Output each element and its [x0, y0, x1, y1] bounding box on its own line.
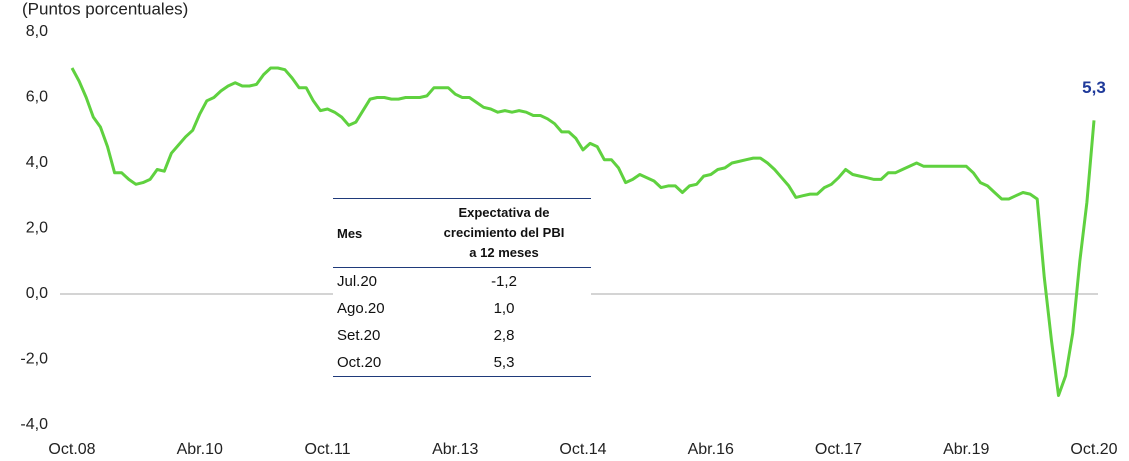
header-cell: Expectativa de crecimiento del PBI a 12 me…	[417, 199, 591, 268]
table-header: Mes Expectativa de crecimiento del PBI a 1…	[333, 198, 591, 268]
table-cell: -1,2	[491, 273, 517, 290]
table-cell: Oct.20	[337, 354, 382, 371]
header-cell: Mes	[337, 225, 363, 241]
x-tick-label: Oct.08	[48, 441, 95, 458]
x-tick-label: Oct.14	[559, 441, 606, 458]
table-row: Jul.20 -1,2	[333, 268, 591, 296]
table-cell: 2,8	[493, 327, 515, 344]
y-tick-label: 0,0	[26, 285, 48, 302]
data-table: Mes Expectativa de crecimiento del PBI a 1…	[333, 198, 591, 377]
chart-subtitle: (Puntos porcentuales)	[22, 0, 188, 18]
table-cell: Jul.20	[337, 273, 378, 290]
y-tick-label: 2,0	[26, 220, 48, 237]
header-line: Expectativa de	[458, 205, 550, 220]
x-tick-label: Oct.17	[815, 441, 862, 458]
table-cell: Ago.20	[337, 300, 385, 317]
annotation: 5,3	[1082, 78, 1106, 97]
x-tick-label: Abr.16	[688, 441, 734, 458]
table-row: Oct.20 5,3	[333, 349, 591, 377]
y-tick-label: 6,0	[26, 89, 48, 106]
table-row: Ago.20 1,0	[333, 295, 591, 322]
table-cell: 5,3	[493, 354, 515, 371]
y-tick-label: -2,0	[20, 351, 48, 368]
table-cell: 1,0	[493, 300, 515, 317]
x-tick-label: Oct.11	[305, 441, 351, 458]
x-tick-label: Abr.19	[943, 441, 989, 458]
x-tick-label: Oct.20	[1070, 441, 1117, 458]
y-tick-label: -4,0	[20, 416, 48, 433]
table-cell: Set.20	[337, 327, 381, 344]
header-line: crecimiento del PBI	[443, 225, 565, 240]
y-tick-label: 8,0	[26, 23, 48, 40]
y-tick-label: 4,0	[26, 154, 48, 171]
x-tick-label: Abr.10	[177, 441, 223, 458]
table-row: Set.20 2,8	[333, 322, 591, 349]
data-line	[70, 66, 1096, 397]
x-tick-label: Abr.13	[432, 441, 478, 458]
header-line: a 12 meses	[469, 245, 539, 260]
